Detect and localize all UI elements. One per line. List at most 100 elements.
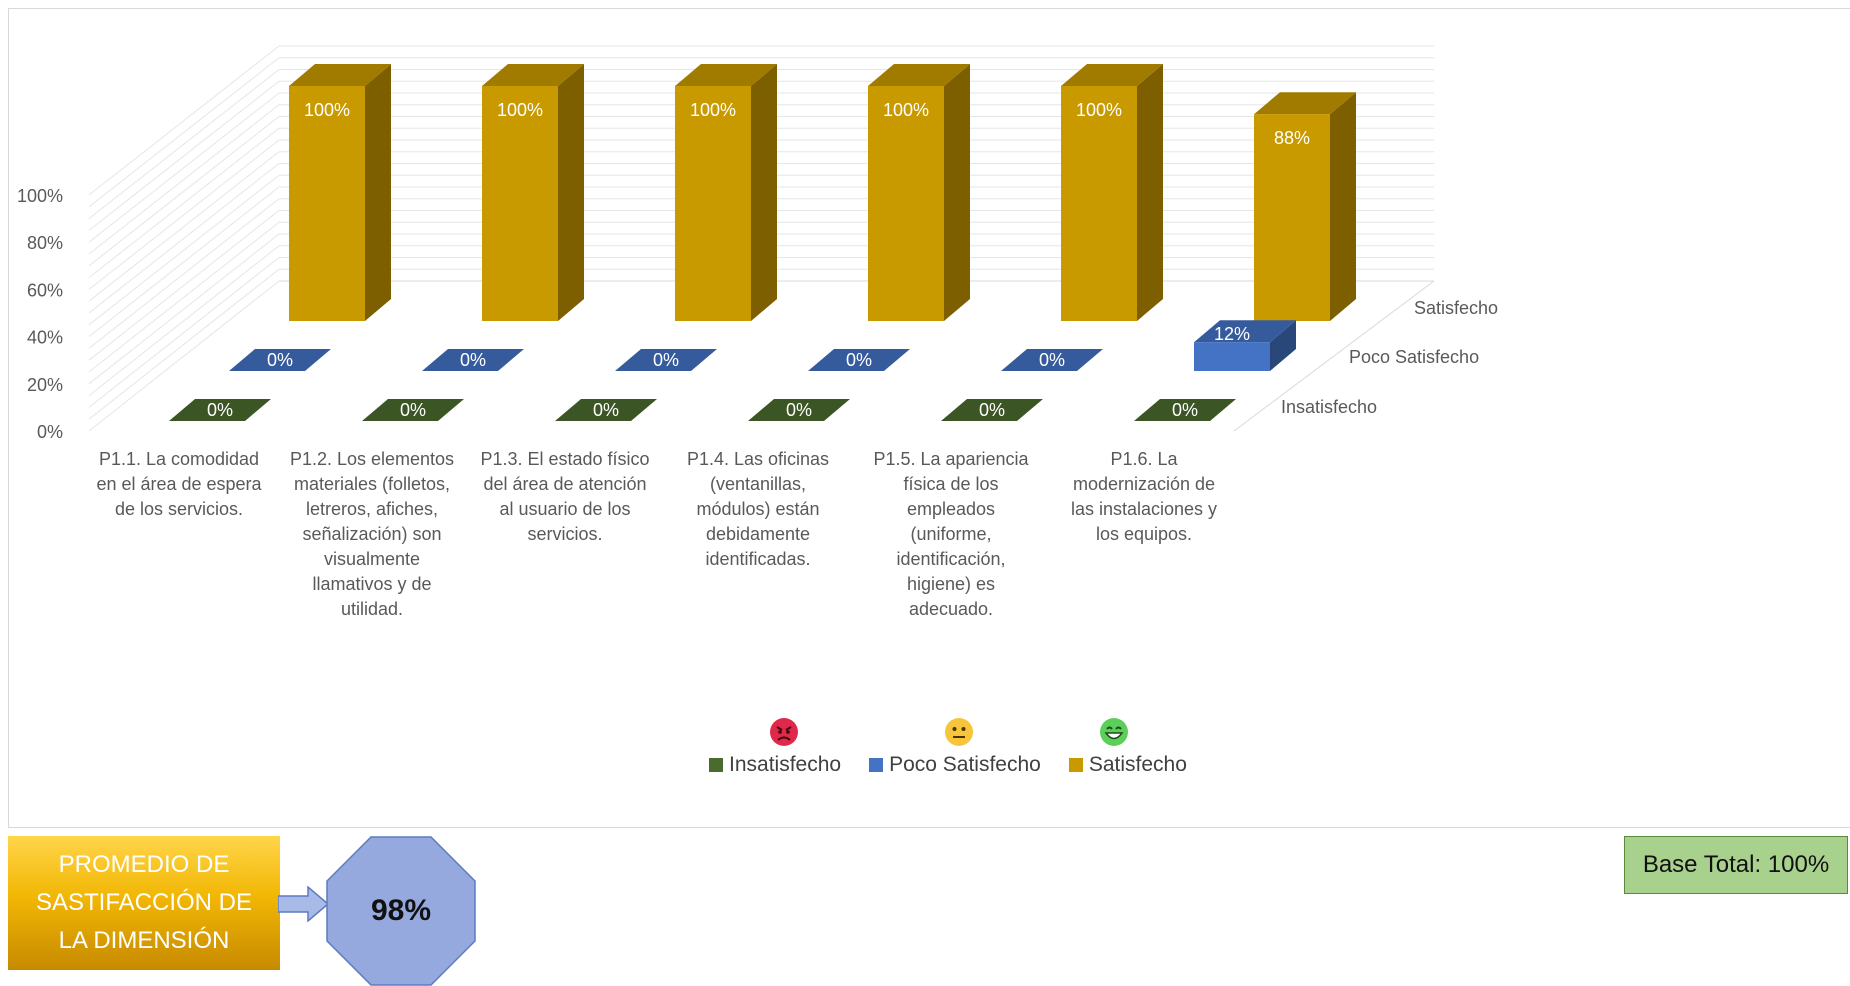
x-tick-line: llamativos y de [312,574,431,594]
gridline-side [88,80,280,231]
data-label: 0% [979,400,1005,420]
bar-front [1061,86,1137,321]
legend-swatch [869,758,884,772]
x-tick-line: empleados [907,499,995,519]
x-tick-line: P1.4. Las oficinas [687,449,829,469]
bar-top [1001,349,1103,371]
bar-top [229,349,331,371]
bar-front [675,86,751,321]
x-tick-line: módulos) están [696,499,819,519]
y-tick-label: 0% [37,422,63,442]
x-tick-line: P1.2. Los elementos [290,449,454,469]
data-label: 12% [1214,324,1250,344]
x-tick-line: (ventanillas, [710,474,806,494]
gridline-side [88,174,280,326]
bar [1001,349,1103,371]
x-tick-line: P1.1. La comodidad [99,449,259,469]
legend-item-satisfecho: Satisfecho [1068,718,1187,777]
gridline-side [88,92,280,243]
gridline-side [88,116,280,267]
x-tick-label: P1.5. La apariencia física de los empleado… [873,449,1029,619]
bar-side [558,64,584,321]
average-value: 98% [370,894,432,927]
data-label: 0% [400,400,426,420]
y-tick-label: 20% [27,375,63,395]
bar [1134,399,1236,421]
gridline-side [88,198,280,349]
bar-top [868,64,970,86]
x-tick-line: servicios. [527,524,602,544]
data-label: 100% [690,100,736,120]
gridline-side [88,45,280,196]
x-tick-line: señalización) son [302,524,441,544]
series-axis-label: Satisfecho [1414,298,1498,318]
average-octagon: 98% [326,836,476,986]
base-total-label: Base Total: 100% [1642,851,1830,878]
gridline-side [88,69,280,219]
gridline-side [88,221,280,373]
data-label: 88% [1274,128,1310,148]
gridline-side [88,245,280,396]
bar-top [1061,64,1163,86]
gridline-side [88,163,280,314]
bar-front [482,86,558,321]
gridline-side [88,151,280,302]
bar-front [1194,342,1270,371]
bar [748,399,850,421]
x-tick-line: los equipos. [1096,524,1192,544]
x-tick-line: (uniforme, [910,524,991,544]
bar [362,399,464,421]
bar-side [365,64,391,321]
bar-top [615,349,717,371]
bar-top [1194,320,1296,343]
x-tick-line: higiene) es [907,574,995,594]
gridline-side [88,210,280,361]
x-tick-line: en el área de espera [96,474,262,494]
bar [289,64,391,321]
data-label: 100% [1076,100,1122,120]
neutral-face-icon [944,717,974,747]
angry-face-icon [769,717,799,747]
x-tick-line: física de los [903,474,998,494]
bar [1194,320,1296,371]
data-label: 0% [593,400,619,420]
bar [169,399,271,421]
bar-front [289,86,365,321]
x-tick-label: P1.2. Los elementos materiales (folletos,… [290,449,454,619]
bar [555,399,657,421]
data-label: 0% [207,400,233,420]
bar-top [941,399,1043,421]
x-tick-line: letreros, afiches, [306,499,438,519]
x-tick-line: las instalaciones y [1071,499,1217,519]
gridline-side [88,139,280,290]
bar-top [362,399,464,421]
x-tick-label: P1.1. La comodidad en el área de espera de… [96,449,262,519]
bar [1254,92,1356,321]
x-tick-line: visualmente [324,549,420,569]
bar [615,349,717,371]
series-axis-label: Insatisfecho [1281,397,1377,417]
plot-area: 0% 20% 40% 60% 80% 100% Insatisfecho Poco Satis… [17,45,1498,619]
average-label-box: PROMEDIO DE SASTIFACCIÓN DE LA DIMENSIÓN [8,836,280,970]
data-label: 100% [304,100,350,120]
gridline-side [88,186,280,337]
legend-swatch [1068,758,1083,772]
bar-top [748,399,850,421]
gridline-side [88,127,280,278]
bar-front [868,86,944,321]
bar [941,399,1043,421]
legend-item-poco-satisfecho: Poco Satisfecho [869,718,1041,777]
bar-top [482,64,584,86]
average-label: PROMEDIO DE SASTIFACCIÓN DE LA DIMENSIÓN [35,851,253,954]
bar-top [169,399,271,421]
bar [868,64,970,321]
bar-side [751,64,777,321]
bar [1061,64,1163,321]
grinning-face-icon [1099,717,1129,747]
floor-right-edge [1233,280,1435,432]
x-tick-line: P1.5. La apariencia [873,449,1029,469]
bar-top [1254,92,1356,115]
x-tick-label: P1.3. El estado físico del área de atenci… [480,449,649,544]
bar [808,349,910,371]
bar [482,64,584,321]
